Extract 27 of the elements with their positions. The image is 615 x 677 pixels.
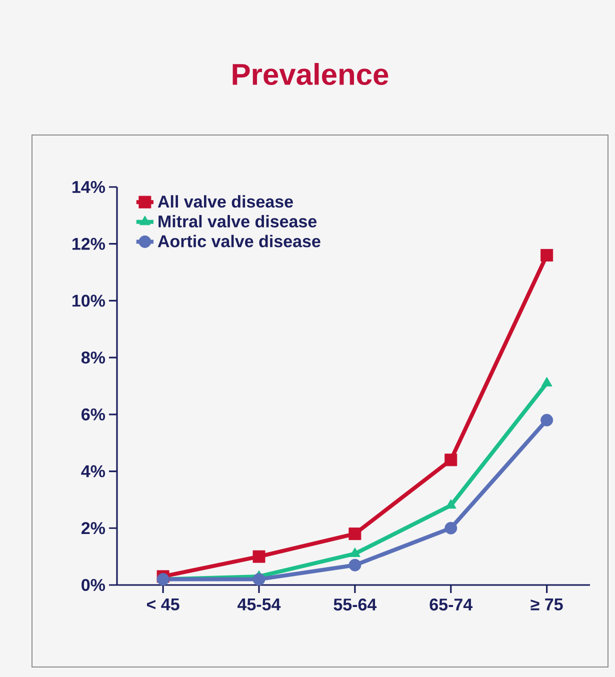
y-tick-label: 12% <box>72 238 106 250</box>
y-tick-label: 10% <box>72 294 106 307</box>
x-tick-label: 55-64 <box>334 598 377 611</box>
y-tick-label: 14% <box>72 181 106 193</box>
y-tick-label: 2% <box>81 522 106 534</box>
point <box>541 376 552 386</box>
x-tick-label: 45-54 <box>238 598 281 610</box>
legend-label: All valve disease <box>158 195 293 208</box>
point <box>348 558 362 572</box>
y-tick-label: 0% <box>82 578 106 592</box>
point <box>252 550 266 563</box>
y-tick-label: 4% <box>81 465 106 478</box>
x-tick-label: < 45 <box>146 598 180 610</box>
point <box>156 573 170 586</box>
point <box>252 573 266 586</box>
x-tick-label: ≥ 75 <box>530 598 563 610</box>
point <box>348 528 362 540</box>
y-tick-label: 8% <box>81 352 106 364</box>
point <box>540 414 554 426</box>
point <box>444 522 458 534</box>
legend-label: Aortic valve disease <box>158 234 320 248</box>
chart-title: Prevalence <box>232 62 388 86</box>
point <box>444 454 458 466</box>
legend-label: Mitral valve disease <box>158 215 317 228</box>
y-tick-label: 6% <box>82 408 106 420</box>
x-tick-label: 65-74 <box>430 598 473 611</box>
point <box>540 248 554 262</box>
